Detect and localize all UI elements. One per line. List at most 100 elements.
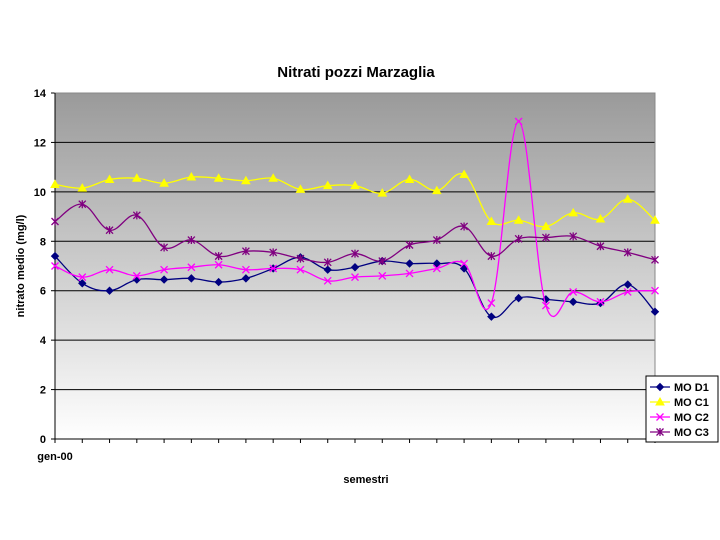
data-point-series-4 [132, 211, 141, 220]
data-point-series-2 [350, 180, 360, 190]
legend-entry-4: MO C3 [674, 427, 709, 439]
data-point-series-3 [296, 265, 305, 274]
data-point-series-3 [405, 269, 414, 278]
data-point-series-2 [431, 185, 442, 195]
data-point-series-2 [322, 180, 333, 190]
data-point-series-3 [132, 271, 141, 280]
data-point-series-4 [187, 236, 196, 245]
plot-area: 0 2 4 6 8 10 12 14 gen-00 [34, 88, 660, 463]
data-point-series-2 [622, 194, 633, 203]
y-tick-label: 6 [40, 286, 46, 298]
data-point-series-2 [268, 173, 279, 182]
data-point-series-3 [214, 260, 223, 269]
data-point-series-4 [623, 248, 632, 257]
legend-swatch-marker [656, 413, 664, 421]
legend-entry-1: MO D1 [674, 382, 709, 394]
data-point-series-1 [432, 259, 442, 268]
data-point-series-3 [187, 263, 196, 272]
data-point-series-3 [241, 265, 250, 274]
legend-entry-3: MO C2 [674, 412, 709, 424]
data-point-series-2 [404, 174, 415, 183]
data-point-series-2 [159, 178, 169, 187]
x-axis-label: semestri [343, 474, 388, 486]
data-point-series-2 [213, 173, 224, 182]
data-point-series-4 [378, 257, 387, 266]
data-point-series-2 [486, 216, 497, 226]
data-point-series-1 [568, 297, 578, 307]
data-point-series-4 [269, 248, 278, 257]
data-point-series-4 [323, 258, 332, 267]
y-axis-label: nitrato medio (mg/l) [15, 214, 27, 317]
data-point-series-4 [351, 249, 359, 258]
data-point-series-4 [432, 236, 441, 245]
data-point-series-3 [541, 301, 550, 310]
data-point-series-1 [50, 251, 60, 261]
y-tick-label: 0 [40, 434, 46, 446]
data-point-series-4 [160, 243, 169, 252]
legend: MO D1 MO C1 MO C2 MO C3 [645, 375, 719, 443]
data-point-series-1 [241, 274, 251, 283]
data-point-series-3 [623, 287, 632, 296]
data-point-series-4 [214, 252, 223, 261]
data-point-series-2 [186, 172, 197, 181]
data-point-series-2 [650, 215, 660, 224]
data-point-series-3 [269, 264, 278, 273]
data-point-series-3 [487, 299, 496, 308]
x-tick-label: gen-00 [37, 451, 72, 463]
data-point-series-1 [323, 265, 332, 274]
data-point-series-4 [78, 200, 87, 209]
data-point-series-3 [105, 265, 114, 274]
legend-swatch-marker [656, 428, 664, 436]
data-point-series-3 [514, 117, 523, 126]
data-point-series-3 [351, 273, 359, 282]
data-point-series-2 [295, 184, 306, 193]
data-point-series-4 [51, 217, 59, 226]
data-point-series-2 [459, 169, 469, 179]
data-point-series-1 [159, 275, 169, 284]
data-point-series-1 [623, 280, 632, 289]
data-point-series-4 [651, 255, 659, 264]
data-point-series-4 [405, 240, 414, 249]
y-tick-label: 8 [40, 236, 46, 248]
data-point-series-3 [78, 273, 87, 282]
data-point-series-3 [460, 259, 469, 268]
data-point-series-1 [650, 307, 660, 316]
data-point-series-1 [405, 259, 414, 268]
data-point-series-4 [241, 247, 250, 256]
data-point-series-2 [541, 221, 551, 230]
y-tick-label: 10 [34, 187, 46, 199]
data-point-series-3 [432, 264, 441, 273]
legend-swatch-marker [655, 396, 665, 406]
data-point-series-2 [377, 188, 388, 197]
legend-entry-2: MO C1 [674, 397, 709, 409]
data-point-series-3 [160, 265, 169, 274]
data-point-series-1 [350, 263, 360, 272]
data-point-series-1 [214, 277, 223, 287]
data-point-series-4 [460, 222, 469, 231]
data-point-series-4 [596, 242, 605, 251]
data-point-series-2 [568, 207, 579, 217]
y-tick-label: 2 [40, 385, 46, 397]
legend-swatch-marker [655, 382, 665, 392]
data-point-series-2 [513, 215, 524, 224]
data-point-series-4 [569, 232, 578, 241]
data-point-series-3 [596, 297, 605, 306]
data-point-series-2 [131, 173, 142, 182]
y-tick-label: 4 [40, 335, 47, 347]
data-point-series-3 [323, 276, 332, 285]
data-point-series-3 [378, 271, 387, 280]
chart-title: Nitrati pozzi Marzaglia [277, 64, 435, 81]
data-point-series-4 [541, 233, 550, 242]
data-point-series-2 [241, 175, 251, 185]
data-point-series-4 [105, 226, 114, 235]
data-point-series-4 [487, 252, 496, 261]
y-tick-label: 12 [34, 137, 46, 149]
data-point-series-2 [77, 183, 88, 192]
data-point-series-1 [105, 286, 114, 295]
data-point-series-1 [187, 274, 196, 283]
data-point-series-2 [50, 179, 60, 188]
data-point-series-3 [51, 262, 59, 270]
data-point-series-3 [651, 286, 659, 295]
data-point-series-2 [595, 214, 606, 223]
